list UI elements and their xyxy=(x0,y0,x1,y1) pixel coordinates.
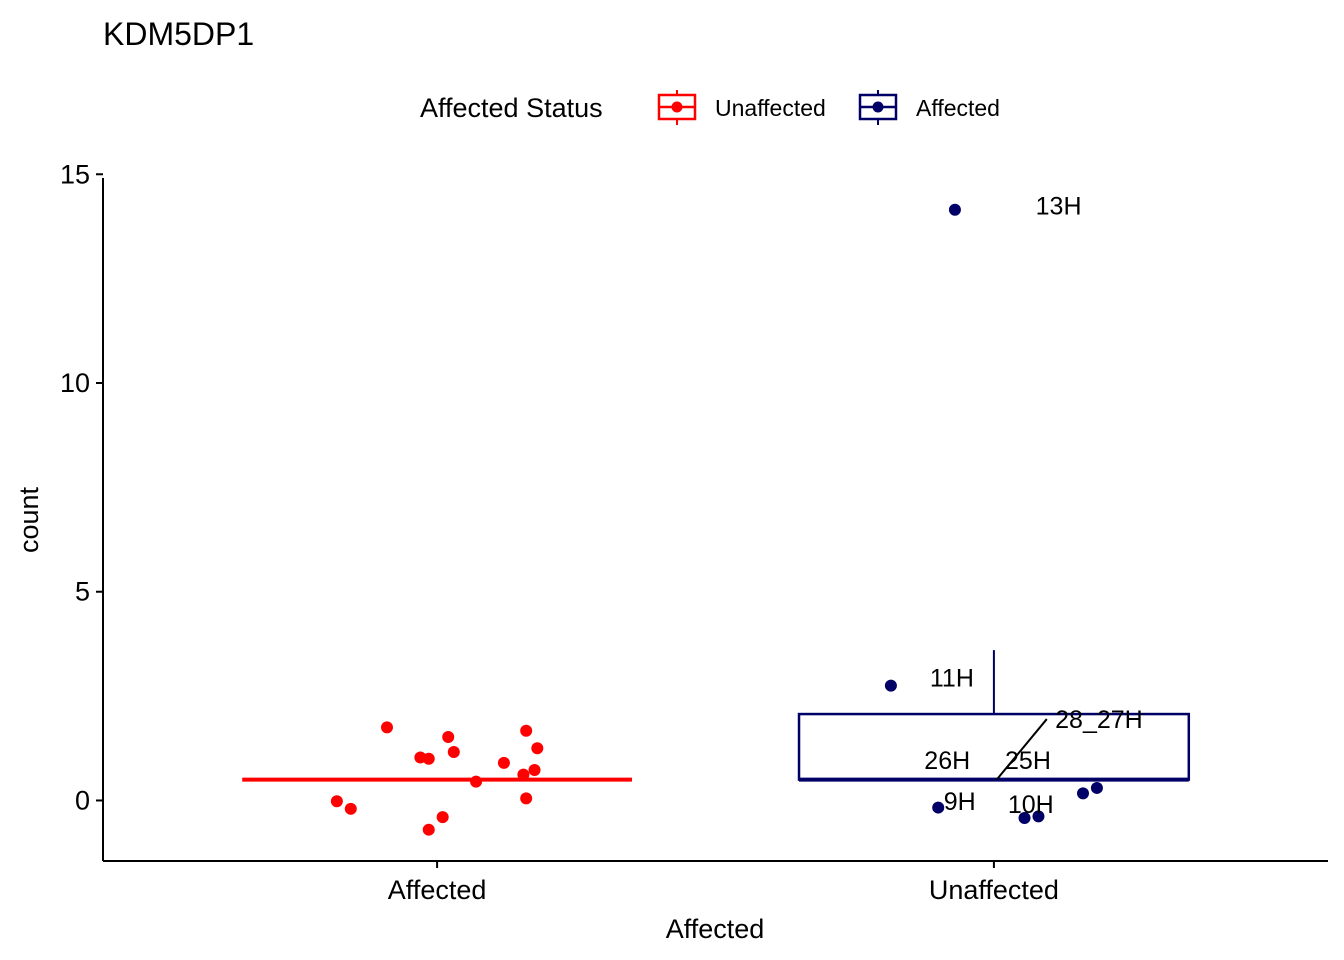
annotation-label-4: 25H xyxy=(1005,747,1051,775)
data-point-4 xyxy=(447,746,460,759)
data-point-10 xyxy=(470,775,483,788)
chart-title: KDM5DP1 xyxy=(103,16,254,52)
annotation-label-1: 11H xyxy=(930,664,974,692)
y-tick-label-2: 10 xyxy=(60,368,90,398)
boxes xyxy=(242,650,1191,782)
x-ticks: Affected Unaffected xyxy=(388,861,1059,905)
data-point-9 xyxy=(517,768,530,781)
plot-area: 13H 11H 28_27H 26H 25H 9H 10H xyxy=(242,193,1191,836)
annotation-label-3: 26H xyxy=(924,747,970,775)
data-point-19 xyxy=(1077,787,1089,800)
legend-key-unaffected xyxy=(657,90,697,125)
data-point-15 xyxy=(422,823,435,836)
legend-key-affected xyxy=(858,90,898,125)
y-tick-label-0: 0 xyxy=(75,785,90,815)
data-point-7 xyxy=(497,756,510,769)
data-point-12 xyxy=(330,795,343,808)
legend-label-unaffected: Unaffected xyxy=(715,95,826,121)
y-tick-label-3: 15 xyxy=(60,159,90,189)
annotation-label-0: 13H xyxy=(1036,193,1082,221)
data-point-1 xyxy=(442,731,455,744)
legend-title: Affected Status xyxy=(420,93,603,123)
data-point-20 xyxy=(932,801,945,814)
data-point-14 xyxy=(436,811,449,824)
data-point-18 xyxy=(1090,781,1103,794)
annotation-leader-2 xyxy=(995,718,1048,781)
annotation-label-5: 9H xyxy=(944,788,976,816)
y-tick-label-1: 5 xyxy=(75,577,90,607)
data-point-3 xyxy=(531,742,544,755)
data-point-6 xyxy=(422,752,435,765)
x-axis-title: Affected xyxy=(666,914,765,944)
annotation-label-2: 28_27H xyxy=(1055,706,1143,734)
legend-label-affected: Affected xyxy=(916,95,1000,121)
data-point-13 xyxy=(344,802,357,815)
axes: 0 5 10 15 Affected Unaffected xyxy=(60,159,1328,905)
point-annotations: 13H 11H 28_27H 26H 25H 9H 10H xyxy=(924,193,1142,819)
y-axis-title: count xyxy=(14,486,44,553)
data-point-21 xyxy=(1032,810,1045,823)
legend: Affected Status Unaffected Affected xyxy=(420,90,1000,125)
y-ticks: 0 5 10 15 xyxy=(60,159,103,815)
data-point-0 xyxy=(380,721,393,734)
data-point-16 xyxy=(948,203,961,216)
x-tick-label-0: Affected xyxy=(388,875,487,905)
data-point-17 xyxy=(884,679,897,692)
data-point-11 xyxy=(520,792,533,805)
data-points xyxy=(330,203,1103,836)
data-point-8 xyxy=(528,763,541,776)
x-tick-label-1: Unaffected xyxy=(929,875,1059,905)
data-point-22 xyxy=(1018,812,1031,825)
annotation-label-6: 10H xyxy=(1008,791,1054,819)
data-point-2 xyxy=(520,724,533,737)
